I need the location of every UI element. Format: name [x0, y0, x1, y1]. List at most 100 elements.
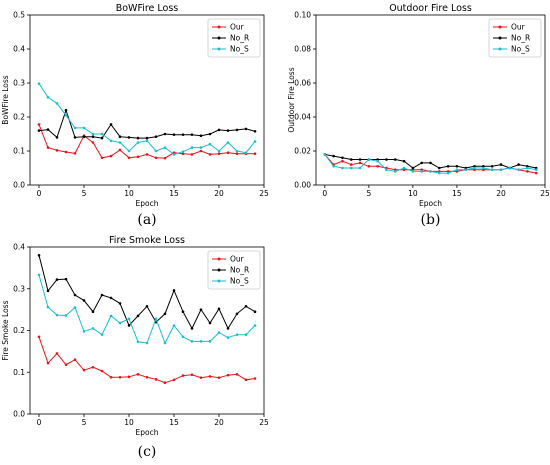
x-axis-label: Epoch: [136, 428, 159, 437]
data-point: [46, 95, 50, 99]
x-tick-label: 15: [452, 189, 462, 198]
data-point: [199, 308, 203, 311]
legend-marker: [217, 25, 221, 29]
data-point: [64, 150, 68, 154]
series-no-r: [37, 254, 257, 330]
x-tick-label: 15: [169, 189, 179, 198]
legend-label: No_R: [230, 266, 249, 275]
data-point: [446, 165, 450, 168]
data-point: [136, 314, 140, 318]
chart-title: BoWFire Loss: [116, 3, 179, 14]
data-point: [55, 136, 59, 139]
series-line: [38, 83, 256, 155]
data-point: [376, 165, 379, 168]
data-point: [199, 149, 203, 153]
data-point: [393, 158, 397, 161]
data-point: [367, 165, 371, 168]
data-point: [226, 336, 230, 339]
data-point: [411, 166, 415, 170]
data-point: [91, 327, 95, 330]
data-point: [136, 373, 140, 376]
data-point: [411, 170, 415, 173]
data-point: [190, 146, 194, 149]
y-tick-label: 0.3: [13, 79, 25, 88]
plot-frame: [29, 14, 265, 186]
data-point: [55, 278, 59, 281]
data-point: [217, 307, 221, 311]
data-point: [499, 163, 503, 166]
data-point: [358, 161, 362, 165]
y-tick-label: 0.0: [13, 181, 25, 190]
data-point: [37, 123, 41, 126]
data-point: [349, 163, 353, 166]
legend-marker: [217, 47, 221, 51]
data-point: [235, 373, 239, 376]
data-point: [226, 327, 230, 330]
legend-label: Our: [230, 23, 245, 32]
data-point: [217, 152, 221, 156]
data-point: [64, 277, 68, 281]
data-point: [517, 163, 520, 166]
data-point: [253, 377, 257, 380]
data-point: [109, 314, 113, 318]
data-point: [73, 293, 77, 297]
x-tick-label: 10: [124, 189, 134, 198]
data-point: [100, 293, 104, 297]
data-point: [208, 340, 212, 343]
legend: Our No_R No_S: [207, 250, 261, 290]
data-point: [429, 161, 432, 165]
data-point: [172, 378, 176, 382]
data-point: [226, 373, 230, 377]
legend-label: No_R: [511, 34, 530, 43]
data-point: [217, 128, 221, 132]
y-tick-label: 0.4: [13, 243, 25, 252]
x-axis-label: Epoch: [419, 199, 442, 208]
data-point: [46, 305, 50, 309]
data-point: [73, 152, 77, 155]
x-tick-label: 0: [37, 418, 42, 427]
legend-label: No_S: [230, 45, 249, 54]
legend-marker: [498, 36, 502, 40]
x-tick-label: 20: [214, 189, 224, 198]
data-point: [91, 132, 95, 136]
y-tick-label: 0.2: [13, 326, 25, 335]
data-point: [172, 153, 176, 156]
data-point: [181, 133, 185, 136]
data-point: [199, 134, 203, 137]
data-point: [253, 152, 257, 156]
data-point: [235, 149, 239, 153]
data-point: [332, 165, 335, 168]
data-point: [37, 335, 41, 339]
data-point: [235, 333, 239, 336]
x-tick-label: 25: [540, 189, 550, 198]
data-point: [91, 141, 95, 144]
data-point: [253, 129, 257, 133]
y-axis-label: BoWFire Loss: [1, 75, 10, 124]
data-point: [109, 123, 113, 126]
data-point: [100, 136, 104, 140]
data-point: [226, 141, 230, 144]
data-point: [73, 136, 77, 139]
data-point: [490, 165, 494, 168]
data-point: [181, 310, 185, 314]
data-point: [455, 165, 459, 168]
data-point: [127, 149, 131, 153]
y-tick-label: 0.3: [13, 284, 25, 293]
data-point: [385, 158, 388, 161]
series-no-s: [323, 153, 538, 175]
data-point: [482, 166, 485, 170]
data-point: [127, 136, 131, 139]
x-tick-label: 10: [408, 189, 418, 198]
data-point: [208, 321, 212, 325]
data-point: [145, 375, 149, 379]
data-point: [429, 170, 432, 173]
data-point: [341, 159, 344, 163]
data-point: [226, 151, 230, 154]
y-tick-label: 0.08: [294, 45, 311, 54]
data-point: [91, 310, 95, 314]
data-point: [534, 171, 538, 175]
data-point: [358, 158, 362, 161]
data-point: [46, 289, 50, 293]
y-tick-label: 0.0: [13, 410, 25, 419]
legend-box: [207, 250, 261, 290]
